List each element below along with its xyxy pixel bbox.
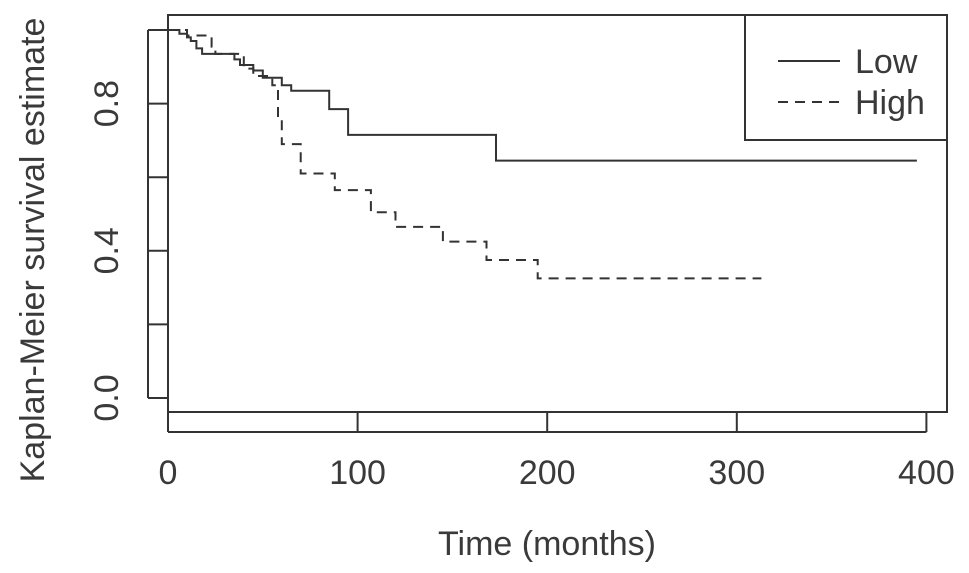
y-tick-label: 0.8 [88,80,126,127]
legend-label-high: High [855,84,925,122]
y-tick-label: 0.0 [88,374,126,421]
y-axis: 0.0 0.4 0.8 [88,29,168,422]
survival-curve-high [168,29,762,280]
x-tick-label: 0 [159,454,178,492]
x-tick-label: 300 [708,454,765,492]
y-tick-label: 0.4 [88,227,126,274]
plot-frame [167,14,948,413]
y-axis-title: Kaplan-Meier survival estimate [14,18,52,483]
legend: Low High [744,14,948,141]
x-tick-label: 200 [519,454,576,492]
x-tick-label: 400 [898,454,955,492]
legend-box [744,14,948,141]
x-tick-label: 100 [329,454,386,492]
x-axis-title: Time (months) [438,525,656,563]
survival-curves [168,29,917,280]
legend-label-low: Low [855,43,918,81]
survival-curve-low [168,29,917,162]
x-axis: 0 100 200 300 400 [159,412,955,492]
